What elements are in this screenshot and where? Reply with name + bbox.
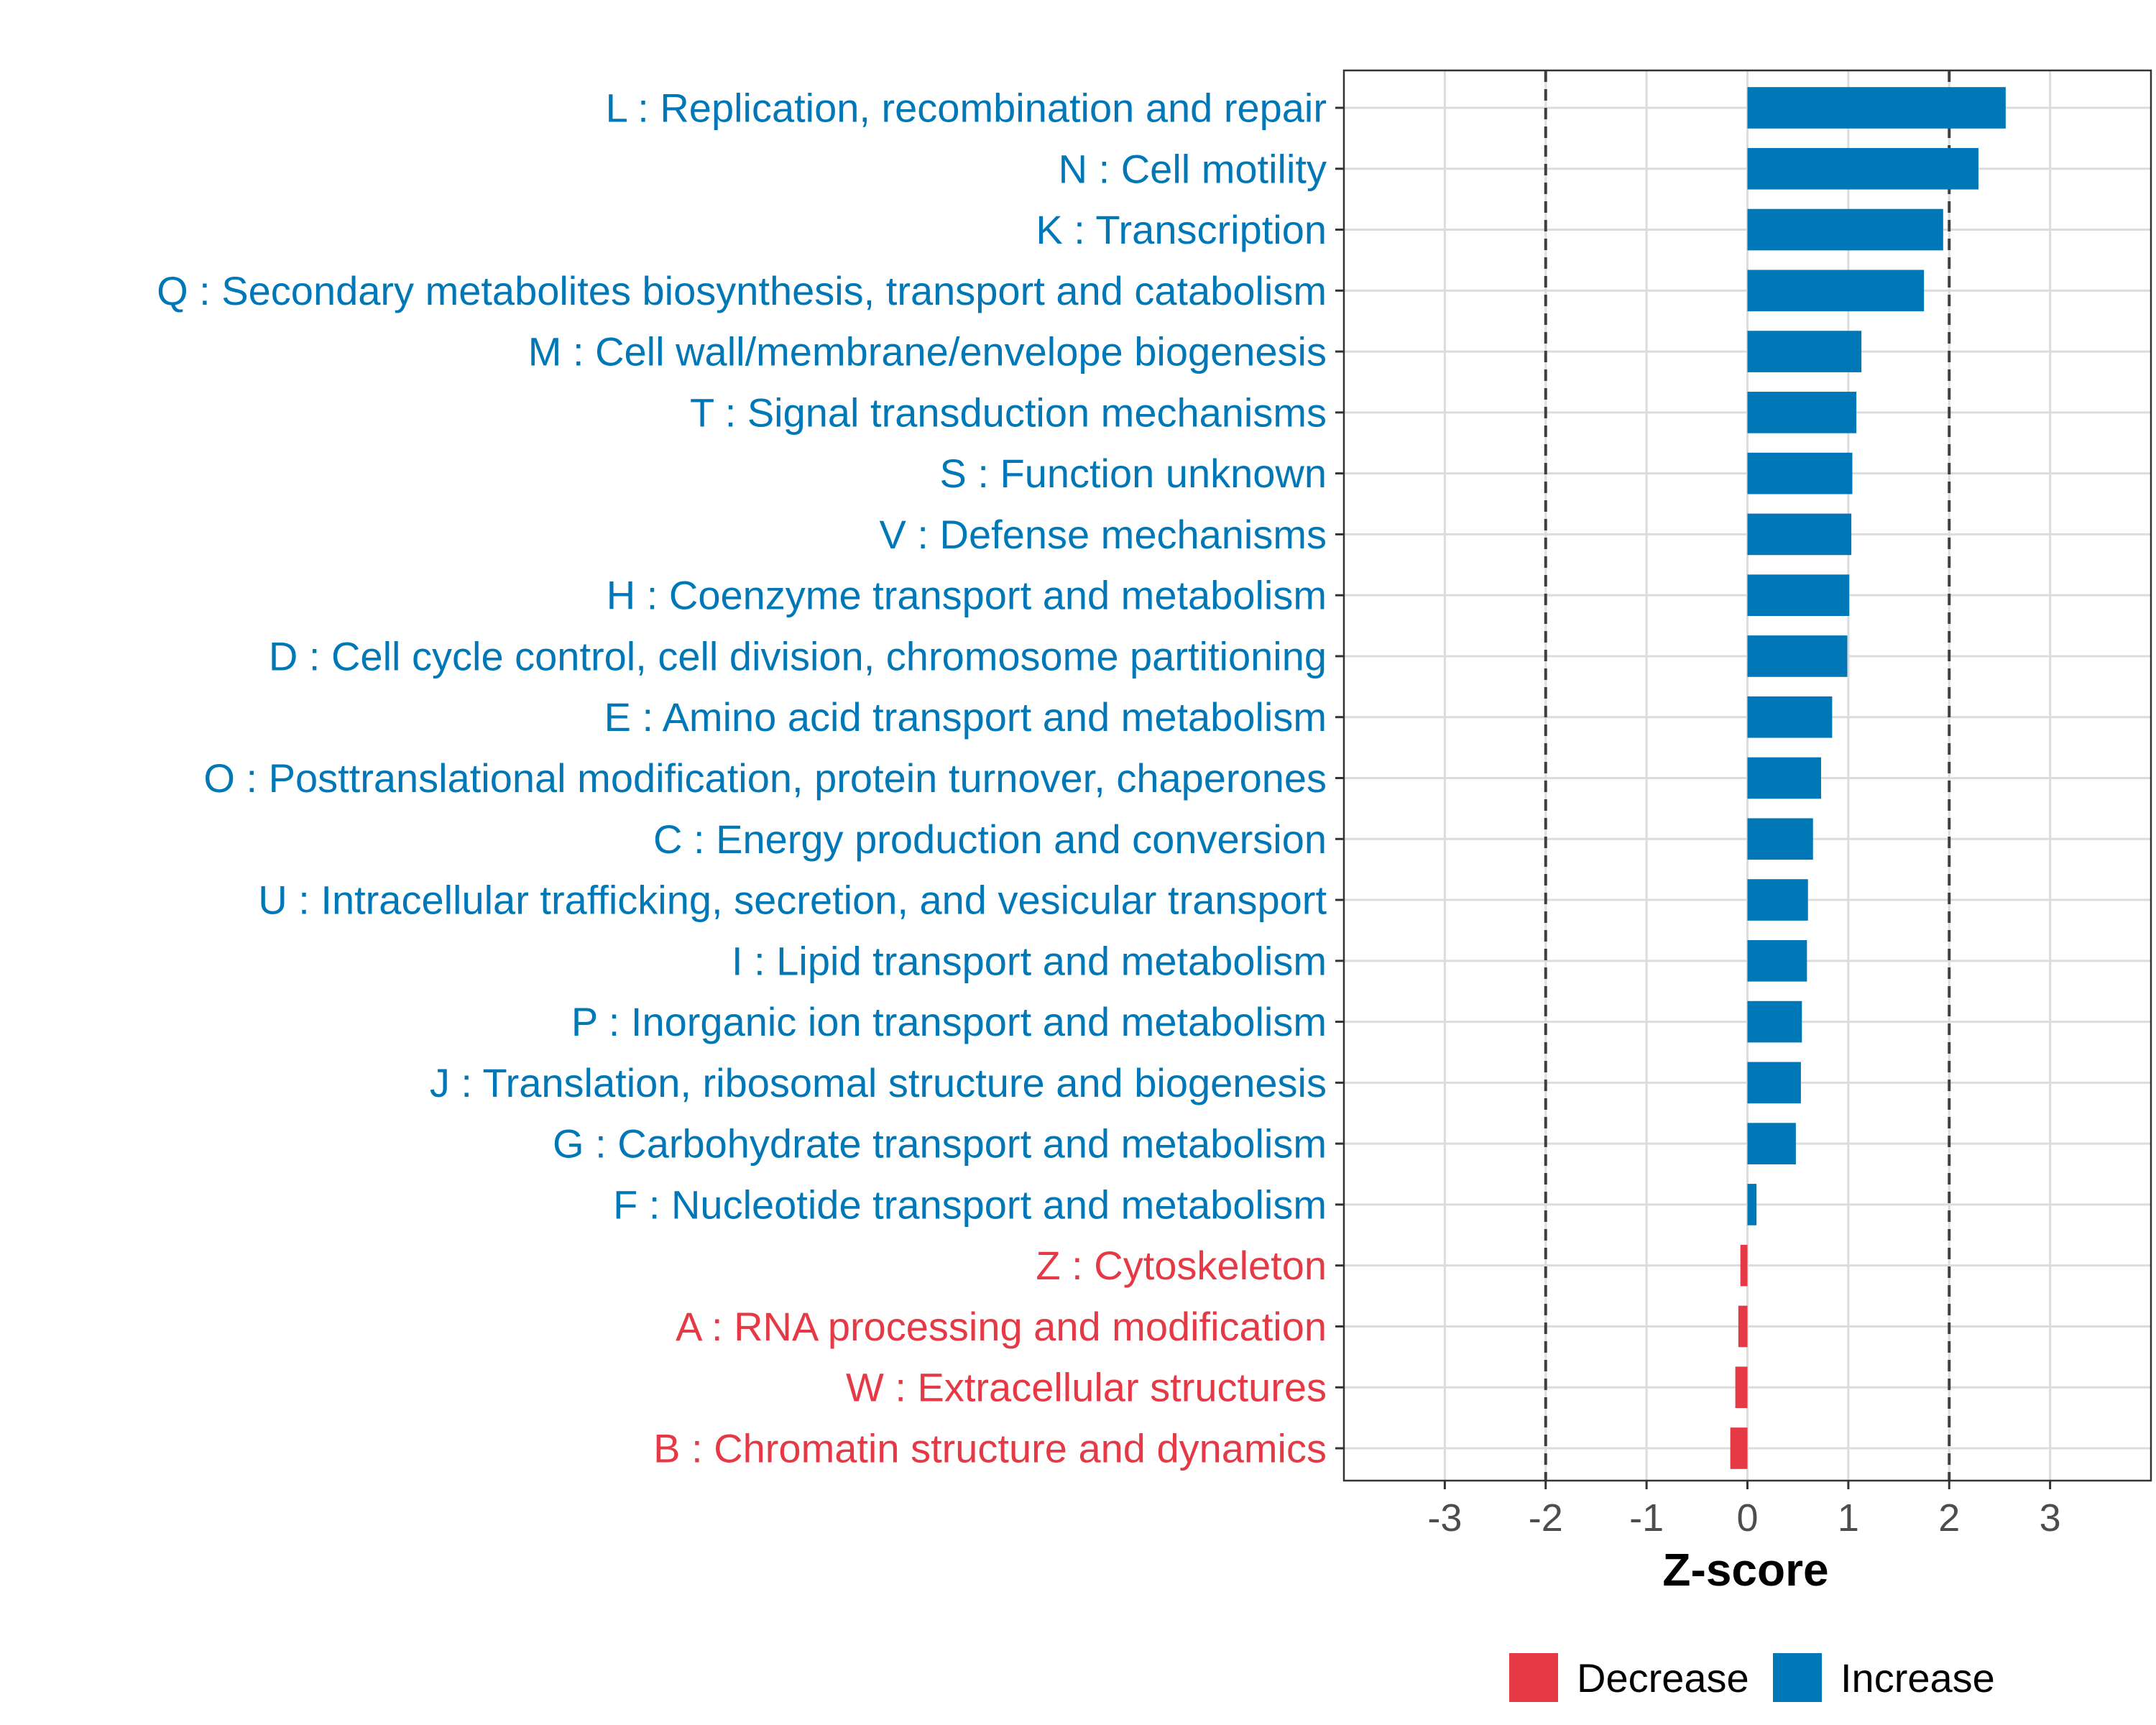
legend-swatch-increase [1773,1653,1822,1702]
category-label-16: J : Translation, ribosomal structure and… [430,1060,1327,1105]
bar-13 [1747,879,1808,921]
category-label-17: G : Carbohydrate transport and metabolis… [553,1121,1327,1167]
category-label-7: V : Defense mechanisms [880,512,1327,557]
category-label-15: P : Inorganic ion transport and metaboli… [571,999,1327,1044]
category-label-21: W : Extracellular structures [846,1365,1327,1410]
bar-8 [1747,574,1850,617]
x-tick-label-6: 3 [2040,1496,2061,1540]
bar-22 [1730,1427,1748,1469]
legend-swatch-decrease [1509,1653,1558,1702]
bar-17 [1747,1123,1796,1164]
bar-12 [1747,818,1813,860]
category-label-18: F : Nucleotide transport and metabolism [613,1182,1327,1227]
bar-7 [1747,513,1852,556]
category-label-1: N : Cell motility [1059,146,1327,191]
y-axis-ticks [1335,106,1344,1450]
x-tick-label-5: 2 [1938,1496,1960,1540]
bar-21 [1735,1366,1748,1409]
legend-label-decrease: Decrease [1577,1655,1749,1701]
category-label-8: H : Coenzyme transport and metabolism [607,573,1327,618]
x-tick-label-0: -3 [1427,1496,1462,1540]
y-axis-category-labels: L : Replication, recombination and repai… [157,86,1327,1471]
bar-15 [1747,1000,1802,1043]
category-label-14: I : Lipid transport and metabolism [732,938,1327,983]
bar-19 [1740,1244,1748,1287]
category-label-22: B : Chromatin structure and dynamics [653,1426,1327,1471]
category-label-20: A : RNA processing and modification [676,1304,1327,1349]
bar-10 [1747,696,1833,738]
category-label-2: K : Transcription [1036,207,1327,252]
category-label-5: T : Signal transduction mechanisms [690,390,1327,435]
bar-18 [1747,1184,1757,1225]
bar-11 [1747,757,1821,799]
x-axis-title: Z-score [1662,1544,1828,1596]
category-label-4: M : Cell wall/membrane/envelope biogenes… [528,329,1327,374]
bar-14 [1747,939,1807,982]
bars [1730,87,2006,1469]
legend: Decrease Increase [1509,1653,1995,1702]
category-label-13: U : Intracellular trafficking, secretion… [258,878,1327,923]
category-label-11: O : Posttranslational modification, prot… [203,755,1327,801]
x-tick-label-4: 1 [1838,1496,1859,1540]
legend-label-increase: Increase [1841,1655,1995,1701]
bar-2 [1747,208,1943,251]
category-label-10: E : Amino acid transport and metabolism [604,694,1327,740]
category-label-9: D : Cell cycle control, cell division, c… [269,633,1327,678]
bar-1 [1747,147,1978,190]
bar-0 [1747,87,2006,129]
x-tick-label-3: 0 [1736,1496,1758,1540]
category-label-3: Q : Secondary metabolites biosynthesis, … [157,268,1327,313]
category-label-19: Z : Cytoskeleton [1036,1243,1327,1288]
bar-9 [1747,635,1848,677]
x-axis-ticks: -3 -2 -1 0 1 2 3 [1427,1481,2061,1540]
category-label-12: C : Energy production and conversion [653,816,1327,862]
category-label-0: L : Replication, recombination and repai… [606,86,1327,131]
bar-16 [1747,1062,1801,1104]
reference-lines [1544,70,1951,1481]
bar-20 [1738,1305,1748,1348]
bar-4 [1747,331,1862,372]
x-tick-label-1: -2 [1529,1496,1563,1540]
bar-5 [1747,392,1857,433]
category-label-6: S : Function unknown [939,451,1327,496]
bar-6 [1747,452,1853,494]
x-tick-label-2: -1 [1629,1496,1664,1540]
bar-3 [1747,270,1925,312]
